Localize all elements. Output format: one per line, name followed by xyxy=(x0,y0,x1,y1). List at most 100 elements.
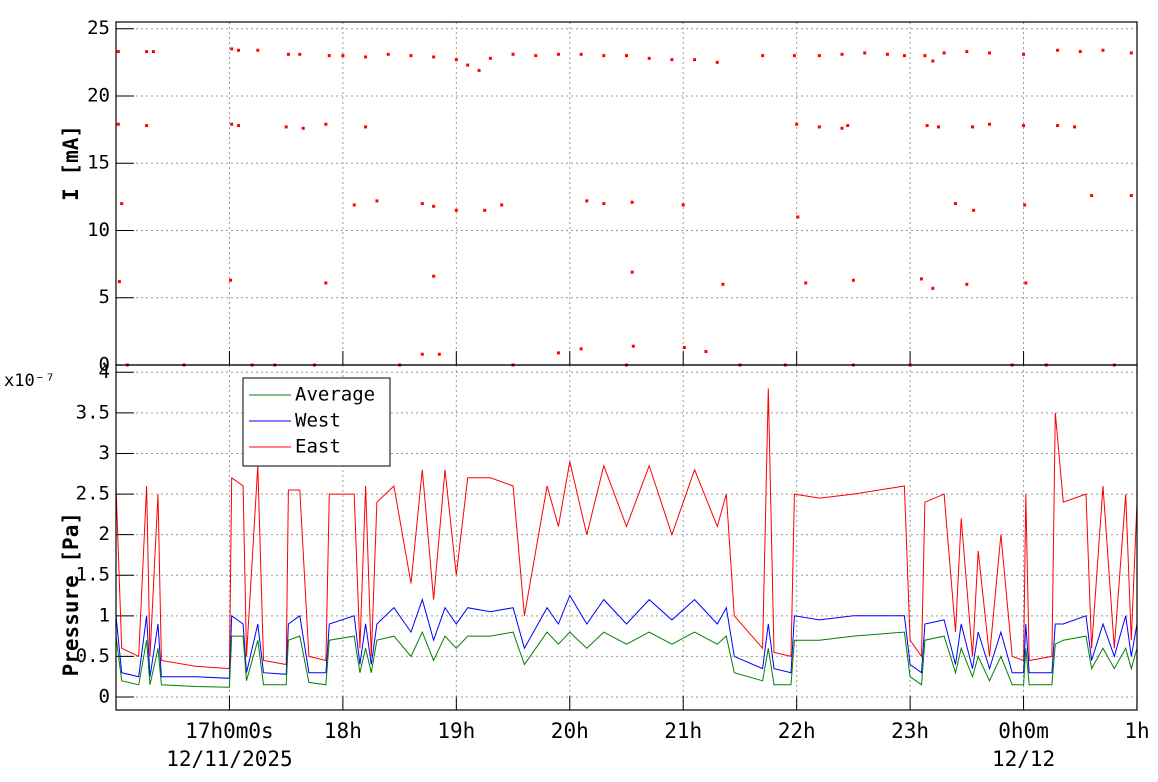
y-tick-label: 10 xyxy=(87,219,110,241)
point xyxy=(681,203,685,207)
point xyxy=(375,199,379,203)
point xyxy=(1024,281,1028,285)
point xyxy=(324,122,328,126)
point xyxy=(1090,194,1094,198)
point xyxy=(602,54,606,58)
y-tick-label: 0.5 xyxy=(76,645,110,667)
point xyxy=(863,51,867,55)
point xyxy=(420,202,424,206)
point xyxy=(120,202,124,206)
legend-label: East xyxy=(295,436,341,458)
point xyxy=(432,274,436,278)
point xyxy=(1056,124,1060,128)
point xyxy=(585,199,589,203)
point xyxy=(454,208,458,212)
legend-box xyxy=(242,377,391,467)
point xyxy=(971,125,975,129)
point xyxy=(630,270,634,274)
point xyxy=(511,52,515,56)
point xyxy=(454,58,458,62)
point xyxy=(298,52,302,56)
point xyxy=(625,54,628,58)
point xyxy=(965,282,969,286)
y-tick-label: 1.5 xyxy=(76,564,110,586)
point xyxy=(919,277,923,281)
point xyxy=(364,125,368,129)
y-tick-label: 3.5 xyxy=(76,401,110,423)
point xyxy=(953,202,957,206)
point xyxy=(931,59,935,63)
point xyxy=(988,51,992,55)
x-tick-label: 20h xyxy=(551,719,589,743)
point xyxy=(972,208,976,212)
x-tick-label: 23h xyxy=(891,719,929,743)
point xyxy=(988,122,992,126)
point xyxy=(931,286,935,290)
point xyxy=(1073,125,1077,129)
point xyxy=(792,54,796,58)
point xyxy=(352,203,356,207)
point xyxy=(420,352,424,356)
y-tick-label: 2 xyxy=(99,523,110,545)
point xyxy=(341,54,345,58)
point xyxy=(796,215,800,219)
y-tick-label: 2.5 xyxy=(76,483,110,505)
point xyxy=(1022,124,1026,128)
point xyxy=(902,54,906,58)
point xyxy=(500,203,504,207)
point xyxy=(364,55,368,59)
point xyxy=(327,54,331,58)
x-tick-label: 22h xyxy=(778,719,816,743)
point xyxy=(840,126,844,130)
axis-multiplier: x10⁻⁷ xyxy=(4,371,55,391)
point xyxy=(284,125,288,129)
point xyxy=(301,126,305,130)
point xyxy=(693,58,697,62)
y-tick-label: 1 xyxy=(99,604,110,626)
y-tick-label: 20 xyxy=(87,84,110,106)
point xyxy=(579,52,583,56)
point xyxy=(556,351,560,355)
point xyxy=(885,52,889,56)
point xyxy=(145,50,149,54)
point xyxy=(151,50,155,54)
point xyxy=(432,55,436,59)
point xyxy=(534,54,538,58)
point xyxy=(704,350,708,354)
series-line xyxy=(115,388,1138,670)
legend-label: Average xyxy=(295,384,375,406)
x-tick-label: 19h xyxy=(437,719,475,743)
y-tick-label: 3 xyxy=(99,442,110,464)
point xyxy=(851,278,855,282)
x-tick-label: 21h xyxy=(664,719,702,743)
x-tick-label: 1h xyxy=(1124,719,1149,743)
point xyxy=(817,125,821,129)
point xyxy=(432,204,436,208)
point xyxy=(409,54,413,58)
x-tick-label: 17h0m0s xyxy=(185,719,274,743)
point xyxy=(925,124,929,128)
point xyxy=(230,47,234,51)
point xyxy=(488,56,492,60)
point xyxy=(670,58,674,62)
point xyxy=(965,50,969,54)
date-label: 12/12 xyxy=(992,747,1055,771)
point xyxy=(630,200,634,204)
x-tick-label: 0h0m xyxy=(998,719,1049,743)
point xyxy=(942,51,946,55)
legend-label: West xyxy=(295,410,341,432)
y-tick-label: 25 xyxy=(87,17,110,39)
point xyxy=(1078,50,1082,54)
point xyxy=(840,52,844,56)
point xyxy=(923,54,927,58)
date-label: 12/11/2025 xyxy=(166,747,292,771)
point xyxy=(795,122,799,126)
point xyxy=(1022,52,1026,56)
point xyxy=(1101,48,1105,52)
point xyxy=(1129,194,1133,198)
y-tick-label: 4 xyxy=(99,361,110,383)
point xyxy=(477,68,481,72)
point xyxy=(1056,48,1060,52)
